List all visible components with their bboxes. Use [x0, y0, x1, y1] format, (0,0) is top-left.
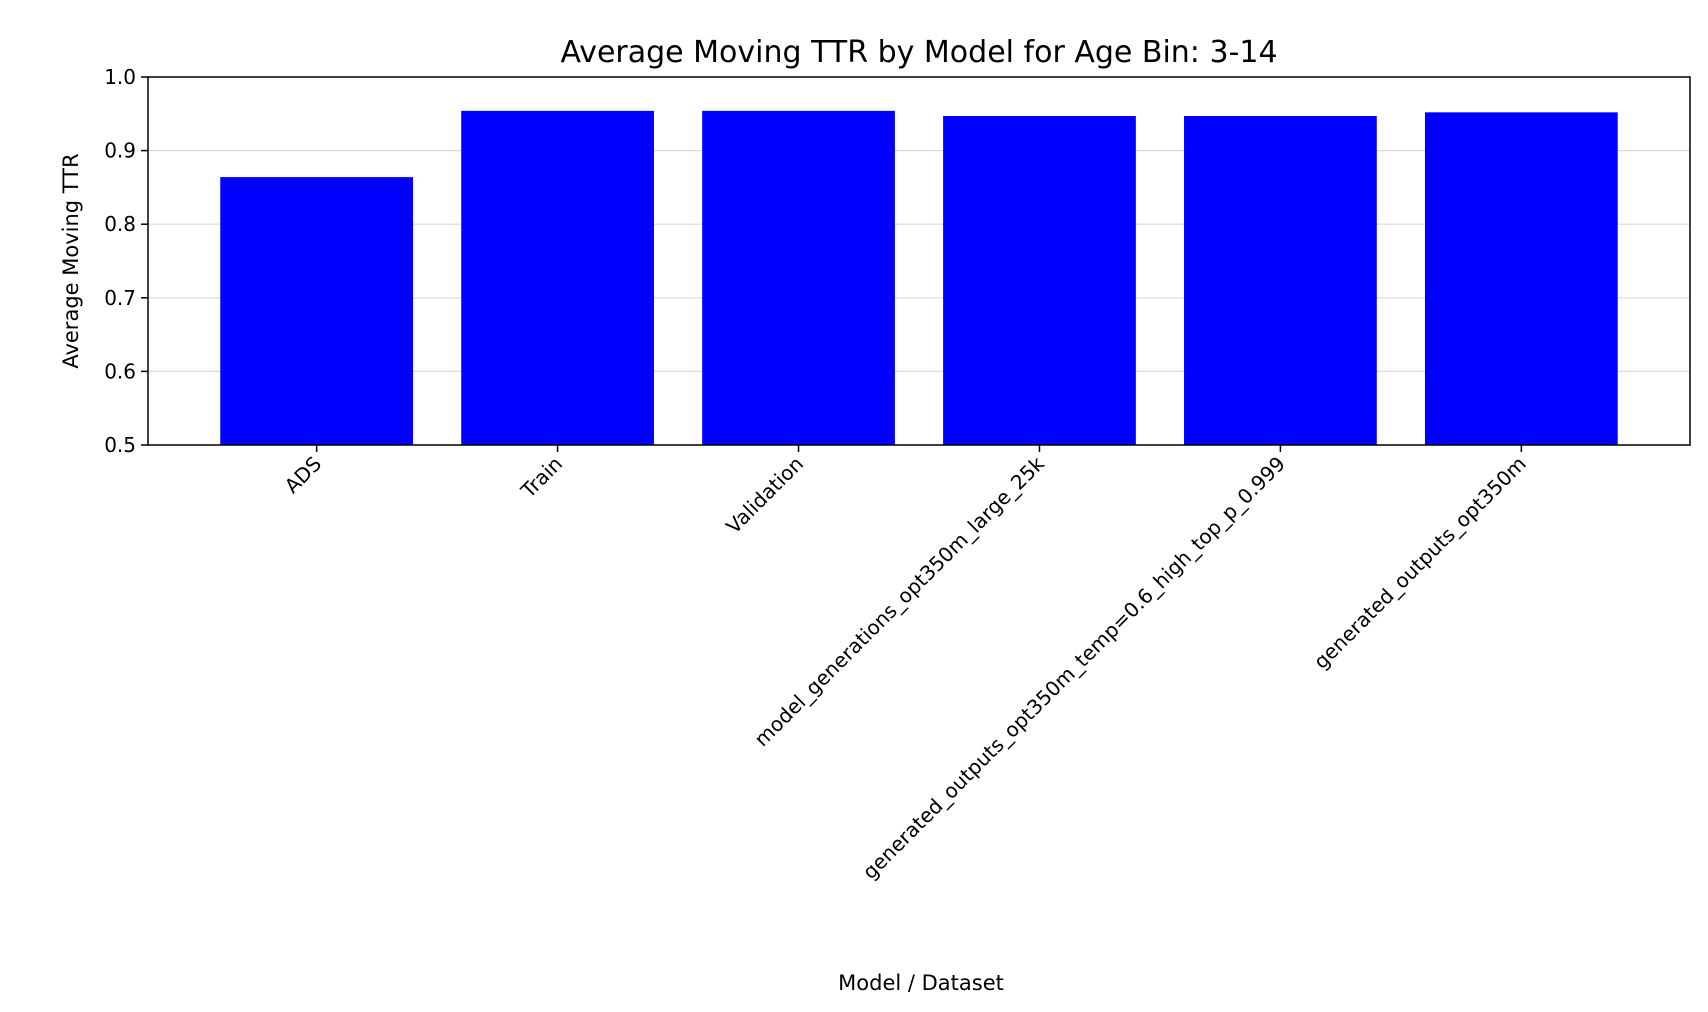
x-axis-ticks: ADS Train Validationmodel_generations_opt3… — [280, 445, 1531, 884]
bar — [220, 177, 414, 445]
x-tick-label: Train — [516, 452, 568, 504]
y-tick-label: 0.5 — [104, 433, 136, 457]
x-axis-label: Model / Dataset — [838, 971, 1004, 995]
bar — [1184, 116, 1377, 446]
y-axis-ticks: 0.5 0.6 0.7 0.8 0.9 1.0 — [104, 65, 148, 457]
bar — [702, 110, 895, 445]
y-tick-label: 0.7 — [104, 286, 136, 310]
x-tick-label: generated_outputs_opt350m — [1309, 452, 1531, 674]
plot-frame — [147, 76, 1691, 446]
bar — [461, 110, 654, 445]
x-tick-label: ADS — [280, 452, 327, 499]
x-tick-label: Validation — [721, 452, 808, 539]
chart-title: Average Moving TTR by Model for Age Bin:… — [560, 35, 1277, 70]
x-tick-label: model_generations_opt350m_large_25k — [749, 451, 1049, 751]
x-tick-label: generated_outputs_opt350m_temp=0.6_high_… — [858, 452, 1290, 884]
y-tick-label: 1.0 — [104, 65, 136, 89]
y-tick-label: 0.8 — [104, 212, 136, 236]
bars — [220, 110, 1618, 446]
y-tick-label: 0.9 — [104, 139, 136, 163]
bar — [943, 116, 1136, 446]
bar — [1424, 112, 1618, 445]
y-axis-label: Average Moving TTR — [59, 153, 83, 368]
y-tick-label: 0.6 — [104, 359, 136, 383]
